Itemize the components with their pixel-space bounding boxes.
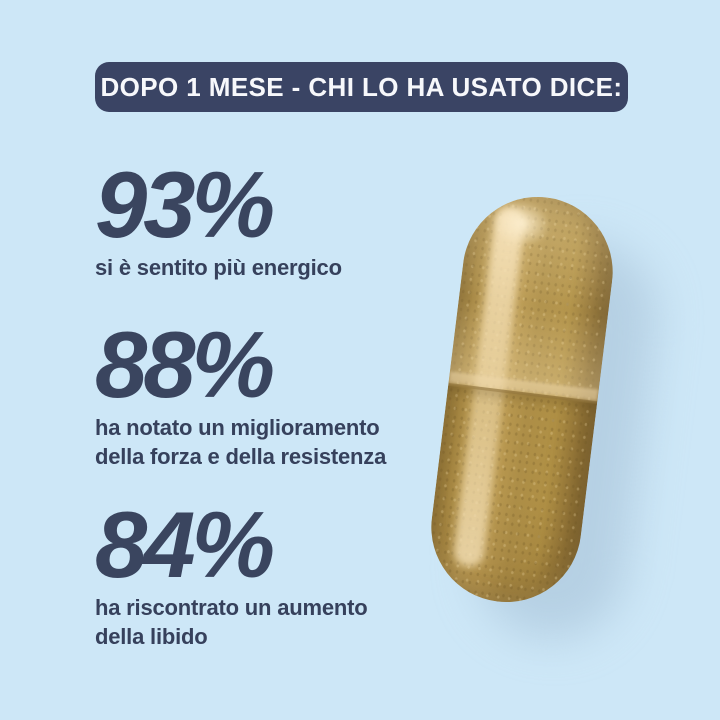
headline-banner-label: DOPO 1 MESE - CHI LO HA USATO DICE: [100, 71, 623, 102]
stat-block-energy: 93% si è sentito più energico [95, 158, 342, 283]
stat-value: 88% [95, 312, 275, 417]
stat-block-strength: 88% ha notato un miglioramento della for… [95, 318, 386, 471]
stat-label: ha notato un miglioramento della forza e… [95, 415, 387, 469]
stat-block-libido: 84% ha riscontrato un aumento della libi… [95, 492, 368, 651]
stat-label: ha riscontrato un aumento della libido [95, 595, 368, 649]
stat-value: 93% [95, 152, 275, 257]
headline-banner: DOPO 1 MESE - CHI LO HA USATO DICE: [95, 62, 628, 112]
stat-value: 84% [95, 492, 275, 597]
stat-label: si è sentito più energico [95, 255, 342, 280]
